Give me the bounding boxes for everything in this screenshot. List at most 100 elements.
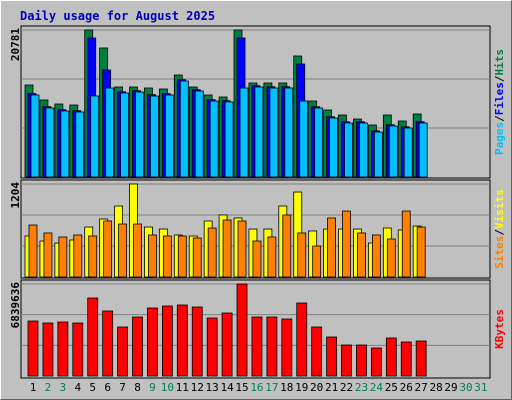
x-tick-label: 8 <box>134 381 141 394</box>
bar <box>388 125 398 178</box>
bar <box>386 238 396 278</box>
bar <box>254 86 264 178</box>
bar <box>385 337 397 377</box>
bar <box>105 87 115 178</box>
bar <box>237 220 247 278</box>
x-tick-label: 9 <box>149 381 156 394</box>
x-tick-label: 20 <box>310 381 323 394</box>
bar <box>251 316 263 377</box>
bar <box>403 127 413 178</box>
bar <box>415 340 427 377</box>
bar <box>239 87 249 178</box>
x-tick-label: 31 <box>474 381 487 394</box>
bar <box>266 316 278 377</box>
bar <box>117 326 128 377</box>
bar <box>133 223 142 278</box>
x-tick-label: 29 <box>444 381 457 394</box>
bar <box>401 210 411 278</box>
legend-separator: / <box>493 75 506 82</box>
bar <box>206 317 218 377</box>
bar <box>194 90 204 178</box>
bar <box>90 95 100 178</box>
bar <box>147 307 158 377</box>
bar <box>176 304 188 377</box>
bar <box>45 107 55 178</box>
bar <box>297 232 307 278</box>
bar <box>87 297 99 377</box>
legend-entry: Hits <box>493 49 506 76</box>
bar <box>373 131 383 178</box>
x-tick-label: 15 <box>235 381 248 394</box>
bar <box>326 336 338 377</box>
bar <box>341 344 352 377</box>
x-tick-label: 30 <box>459 381 472 394</box>
x-tick-label: 12 <box>191 381 204 394</box>
x-tick-label: 28 <box>429 381 442 394</box>
legend-entry: Files <box>493 82 506 115</box>
y-tick-label: 1204 <box>9 182 22 209</box>
bar <box>370 347 382 377</box>
bar <box>284 87 294 178</box>
bar <box>327 217 337 278</box>
bar <box>58 236 68 278</box>
bar <box>371 234 381 278</box>
x-tick-label: 10 <box>161 381 174 394</box>
x-tick-label: 23 <box>355 381 368 394</box>
bar <box>73 234 83 278</box>
x-tick-label: 26 <box>400 381 413 394</box>
bar <box>162 235 172 278</box>
bar <box>103 220 113 278</box>
bar <box>60 110 70 178</box>
legend-entry: Sites <box>493 236 506 269</box>
bar <box>311 326 323 377</box>
bar <box>281 318 293 377</box>
bar <box>102 310 114 377</box>
bar <box>75 111 85 178</box>
bar <box>164 94 174 178</box>
bar <box>400 341 412 377</box>
x-tick-label: 24 <box>370 381 384 394</box>
bar <box>299 100 309 178</box>
bar <box>252 240 262 278</box>
legend-separator: / <box>493 229 506 236</box>
bar <box>30 94 40 178</box>
bar <box>179 80 189 178</box>
bar <box>236 283 248 377</box>
x-tick-label: 27 <box>415 381 428 394</box>
bar <box>148 234 157 278</box>
bar <box>357 232 366 278</box>
bar <box>150 95 159 178</box>
bar <box>132 316 143 377</box>
bar <box>88 235 98 278</box>
x-tick-label: 5 <box>89 381 96 394</box>
bar <box>342 210 351 278</box>
bar <box>267 236 277 278</box>
bar <box>161 305 173 377</box>
x-tick-label: 19 <box>295 381 308 394</box>
bar <box>329 117 339 178</box>
legend-entry: KBytes <box>493 309 506 349</box>
bar <box>269 87 279 178</box>
legend-entry: Visits <box>493 189 506 229</box>
x-tick-label: 17 <box>265 381 278 394</box>
legend: KBytes <box>493 309 506 349</box>
bar <box>57 321 69 377</box>
bar <box>42 322 54 377</box>
x-tick-label: 13 <box>206 381 219 394</box>
bar <box>43 232 53 278</box>
x-tick-label: 7 <box>119 381 126 394</box>
x-tick-label: 3 <box>60 381 67 394</box>
bar <box>135 91 144 178</box>
y-tick-label: 20781 <box>9 28 22 61</box>
bar <box>296 302 308 377</box>
legend-entry: Pages <box>493 122 506 155</box>
x-tick-label: 11 <box>176 381 189 394</box>
bar <box>191 306 203 377</box>
bar <box>314 107 324 178</box>
bar <box>224 101 234 178</box>
bar <box>359 122 368 178</box>
bar <box>177 235 187 278</box>
x-tick-label: 21 <box>325 381 338 394</box>
bar <box>27 320 39 377</box>
x-tick-label: 4 <box>74 381 81 394</box>
